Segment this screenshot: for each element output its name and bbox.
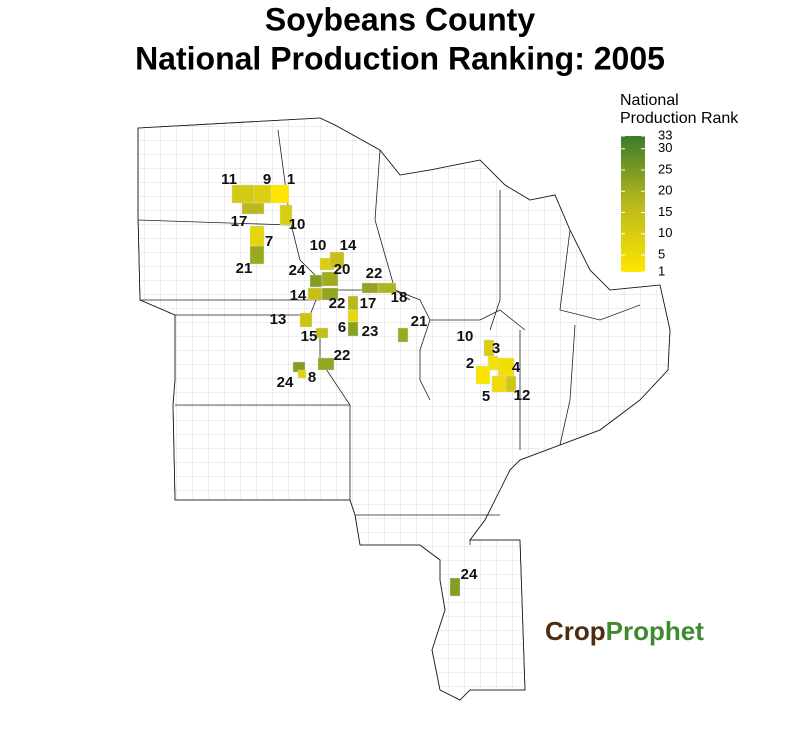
county — [307, 287, 323, 301]
rank-label: 13 — [270, 311, 287, 328]
rank-label: 14 — [340, 237, 357, 254]
rank-label: 2 — [466, 355, 474, 372]
county — [321, 271, 339, 287]
rank-label: 24 — [461, 566, 478, 583]
county — [297, 369, 307, 379]
county — [347, 309, 359, 323]
rank-label: 22 — [366, 265, 383, 282]
rank-label: 12 — [514, 387, 531, 404]
rank-label: 22 — [329, 295, 346, 312]
rank-label: 15 — [301, 328, 318, 345]
county — [270, 184, 290, 204]
rank-label: 10 — [289, 216, 306, 233]
county — [347, 321, 359, 337]
rank-label: 21 — [411, 313, 428, 330]
county — [317, 357, 335, 371]
title-line: National Production Ranking: 2005 — [135, 40, 665, 76]
county — [309, 274, 323, 288]
title-line: Soybeans County — [265, 1, 535, 37]
legend-tick-label: 20 — [658, 183, 672, 198]
county — [315, 327, 329, 339]
legend-tick-label: 10 — [658, 225, 672, 240]
legend-title: Production Rank — [620, 110, 739, 127]
county — [241, 202, 265, 215]
rank-label: 11 — [221, 171, 237, 188]
county — [377, 282, 397, 294]
rank-label: 3 — [492, 340, 500, 357]
county — [299, 312, 313, 328]
county — [361, 282, 381, 294]
county — [491, 375, 507, 393]
rank-label: 23 — [362, 323, 379, 340]
county — [475, 365, 491, 385]
rank-label: 18 — [391, 289, 408, 306]
legend-tick-label: 5 — [658, 246, 665, 261]
logo: CropProphet — [545, 616, 704, 646]
county — [249, 245, 265, 265]
legend-tick-label: 15 — [658, 204, 672, 219]
legend-colorbar — [621, 136, 645, 272]
legend-tick-label: 33 — [658, 127, 672, 142]
rank-label: 24 — [277, 374, 294, 391]
legend-tick-label: 1 — [658, 263, 665, 278]
legend-tick-label: 30 — [658, 140, 672, 155]
county-marks — [231, 184, 517, 597]
county — [329, 251, 345, 269]
county — [321, 287, 339, 301]
rank-label: 9 — [263, 171, 271, 188]
county — [449, 577, 461, 597]
county — [397, 327, 409, 343]
county — [249, 225, 265, 247]
county — [505, 375, 517, 393]
rank-label: 10 — [310, 237, 327, 254]
legend-title: National — [620, 92, 679, 109]
rank-label: 7 — [265, 233, 273, 250]
rank-label: 24 — [289, 262, 306, 279]
logo-part: Crop — [545, 616, 606, 646]
rank-label: 22 — [334, 347, 351, 364]
legend-tick-label: 25 — [658, 161, 672, 176]
rank-label: 20 — [334, 261, 351, 278]
rank-label: 6 — [338, 319, 346, 336]
rank-label: 17 — [231, 213, 248, 230]
rank-label: 5 — [482, 388, 490, 405]
rank-label: 21 — [236, 260, 253, 277]
rank-label: 10 — [457, 328, 474, 345]
county — [279, 204, 293, 226]
rank-label: 4 — [512, 359, 521, 376]
rank-label: 17 — [360, 295, 377, 312]
rank-label: 8 — [308, 369, 316, 386]
logo-part: Prophet — [606, 616, 705, 646]
county — [347, 295, 359, 311]
rank-label: 1 — [287, 171, 295, 188]
rank-label: 14 — [290, 287, 307, 304]
